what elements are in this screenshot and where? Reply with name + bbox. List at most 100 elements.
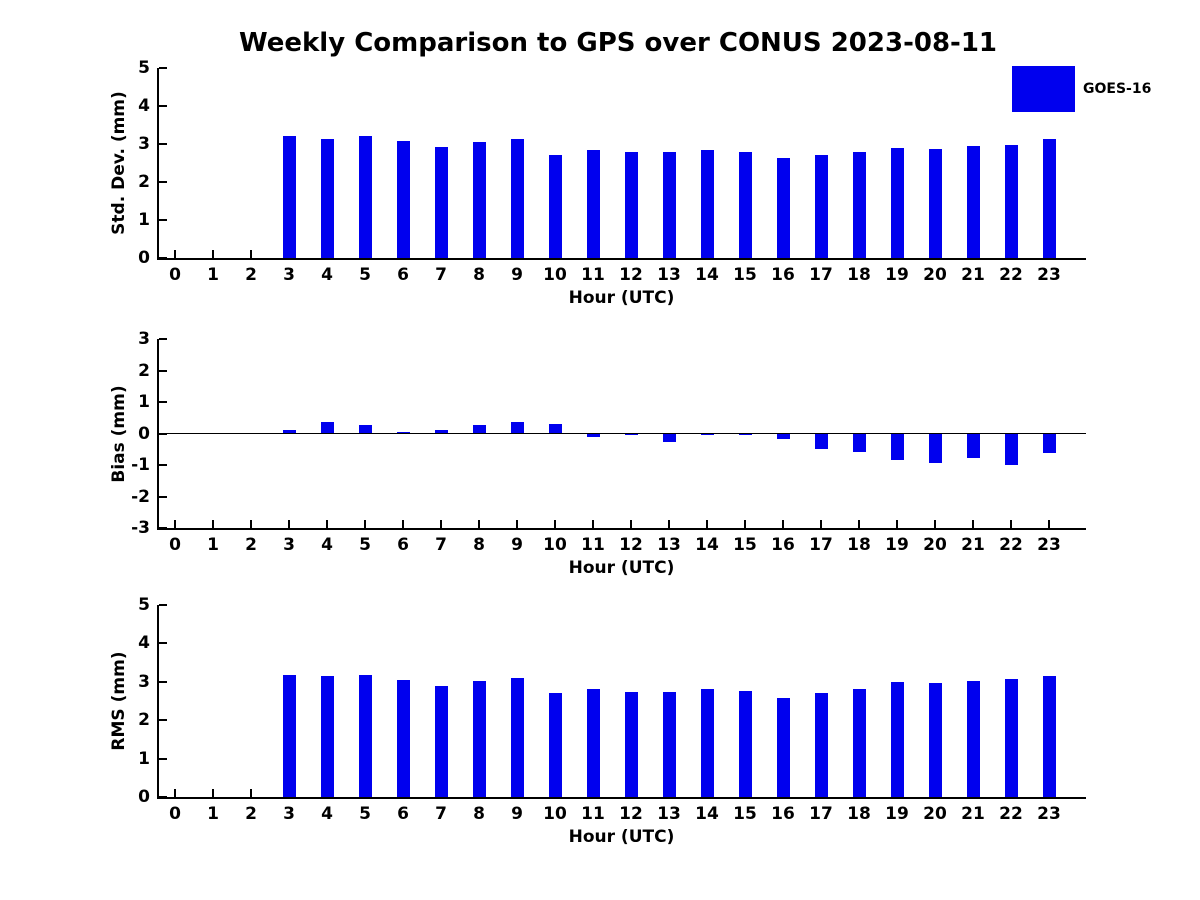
x-tick-label: 5 — [359, 265, 371, 285]
x-tick-label: 23 — [1037, 265, 1061, 285]
x-tick-label: 16 — [771, 804, 795, 824]
bar-goes-16-hour-12 — [624, 691, 638, 797]
bar-goes-16-hour-7 — [434, 430, 448, 434]
bar-goes-16-hour-18 — [852, 433, 866, 452]
bar-goes-16-hour-7 — [434, 146, 448, 258]
y-tick-label: 1 — [138, 210, 150, 230]
x-tick-label: 11 — [581, 535, 605, 555]
bar-goes-16-hour-17 — [814, 433, 828, 449]
bar-goes-16-hour-23 — [1042, 433, 1056, 454]
bar-goes-16-hour-4 — [320, 138, 334, 258]
bar-goes-16-hour-22 — [1004, 145, 1018, 258]
y-tick-label: -2 — [131, 486, 150, 507]
x-tick-label: 11 — [581, 804, 605, 824]
y-tick-label: -3 — [131, 518, 150, 538]
x-tick — [668, 520, 670, 528]
bar-goes-16-hour-18 — [852, 152, 866, 258]
bar-goes-16-hour-10 — [548, 423, 562, 434]
x-tick-label: 7 — [435, 535, 447, 555]
y-axis-spine — [157, 605, 159, 799]
x-tick — [174, 250, 176, 258]
x-tick-label: 18 — [847, 535, 871, 555]
y-tick-label: 4 — [138, 633, 150, 654]
x-tick-label: 6 — [397, 535, 409, 555]
y-tick-label: 5 — [138, 58, 150, 78]
x-tick-label: 17 — [809, 265, 833, 285]
y-tick — [159, 257, 167, 259]
x-tick — [1048, 520, 1050, 528]
x-tick-label: 2 — [245, 535, 257, 555]
x-tick-label: 0 — [169, 265, 181, 285]
x-tick-label: 8 — [473, 804, 485, 824]
y-tick-label: 2 — [138, 172, 150, 192]
x-tick-label: 10 — [543, 265, 567, 285]
bar-goes-16-hour-16 — [776, 157, 790, 258]
bar-goes-16-hour-15 — [738, 691, 752, 797]
x-tick-label: 18 — [847, 804, 871, 824]
x-tick — [288, 520, 290, 528]
x-tick — [364, 520, 366, 528]
x-tick-label: 10 — [543, 804, 567, 824]
x-tick-label: 18 — [847, 265, 871, 285]
x-tick-label: 19 — [885, 265, 909, 285]
x-tick-label: 1 — [207, 804, 219, 824]
x-tick — [972, 520, 974, 528]
bar-goes-16-hour-17 — [814, 692, 828, 797]
x-tick-label: 20 — [923, 265, 947, 285]
bar-goes-16-hour-12 — [624, 433, 638, 436]
x-axis-label-hour-utc: Hour (UTC) — [568, 288, 675, 308]
y-tick — [159, 369, 167, 372]
bar-goes-16-hour-21 — [966, 681, 980, 797]
bar-goes-16-hour-23 — [1042, 138, 1056, 258]
x-tick-label: 0 — [169, 804, 181, 824]
x-tick-label: 6 — [397, 804, 409, 824]
bar-goes-16-hour-4 — [320, 422, 334, 434]
legend: GOES-16 — [1012, 66, 1151, 112]
bar-goes-16-hour-9 — [510, 139, 524, 258]
bar-goes-16-hour-16 — [776, 697, 790, 797]
y-tick — [159, 105, 167, 107]
y-tick-label: 1 — [138, 392, 150, 412]
x-tick-label: 19 — [885, 804, 909, 824]
x-tick-label: 23 — [1037, 804, 1061, 824]
y-tick — [159, 527, 167, 529]
x-tick-label: 16 — [771, 265, 795, 285]
x-tick-label: 12 — [619, 804, 643, 824]
x-tick-label: 22 — [999, 535, 1023, 555]
bar-goes-16-hour-11 — [586, 149, 600, 258]
x-tick — [250, 250, 252, 258]
x-axis-label-hour-utc: Hour (UTC) — [568, 827, 675, 847]
x-tick-label: 12 — [619, 265, 643, 285]
x-axis-spine — [157, 258, 1086, 260]
y-tick — [159, 67, 167, 69]
legend-label: GOES-16 — [1083, 81, 1152, 97]
x-tick-label: 21 — [961, 535, 985, 555]
y-tick — [159, 604, 167, 606]
x-tick-label: 9 — [511, 265, 523, 285]
bar-goes-16-hour-3 — [282, 429, 296, 434]
x-tick-label: 22 — [999, 804, 1023, 824]
x-tick-label: 1 — [207, 535, 219, 555]
x-tick-label: 7 — [435, 804, 447, 824]
bar-goes-16-hour-10 — [548, 693, 562, 797]
x-tick — [516, 520, 518, 528]
bar-goes-16-hour-5 — [358, 136, 372, 258]
x-tick-label: 9 — [511, 535, 523, 555]
y-tick-label: -1 — [131, 455, 150, 475]
x-tick-label: 19 — [885, 535, 909, 555]
x-axis-spine — [157, 528, 1086, 530]
x-tick-label: 8 — [473, 535, 485, 555]
bar-goes-16-hour-23 — [1042, 676, 1056, 797]
bar-goes-16-hour-22 — [1004, 433, 1018, 465]
x-tick-label: 8 — [473, 265, 485, 285]
y-tick — [159, 642, 167, 645]
x-tick-label: 15 — [733, 804, 757, 824]
y-tick-label: 2 — [138, 710, 150, 731]
x-tick — [402, 520, 404, 528]
x-tick — [174, 789, 176, 797]
x-tick-label: 10 — [543, 535, 567, 555]
y-tick-label: 0 — [138, 248, 150, 268]
bar-goes-16-hour-8 — [472, 142, 486, 258]
bar-goes-16-hour-9 — [510, 422, 524, 434]
